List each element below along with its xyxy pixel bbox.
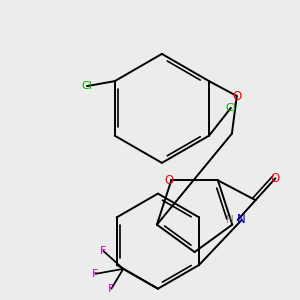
Text: F: F xyxy=(100,246,106,256)
Text: F: F xyxy=(92,269,99,279)
Text: O: O xyxy=(165,174,174,187)
Text: O: O xyxy=(271,172,280,185)
Text: H: H xyxy=(226,215,234,225)
Text: N: N xyxy=(237,214,246,226)
Text: Cl: Cl xyxy=(225,103,236,113)
Text: Cl: Cl xyxy=(82,81,92,91)
Text: F: F xyxy=(108,284,115,294)
Text: O: O xyxy=(232,89,242,103)
